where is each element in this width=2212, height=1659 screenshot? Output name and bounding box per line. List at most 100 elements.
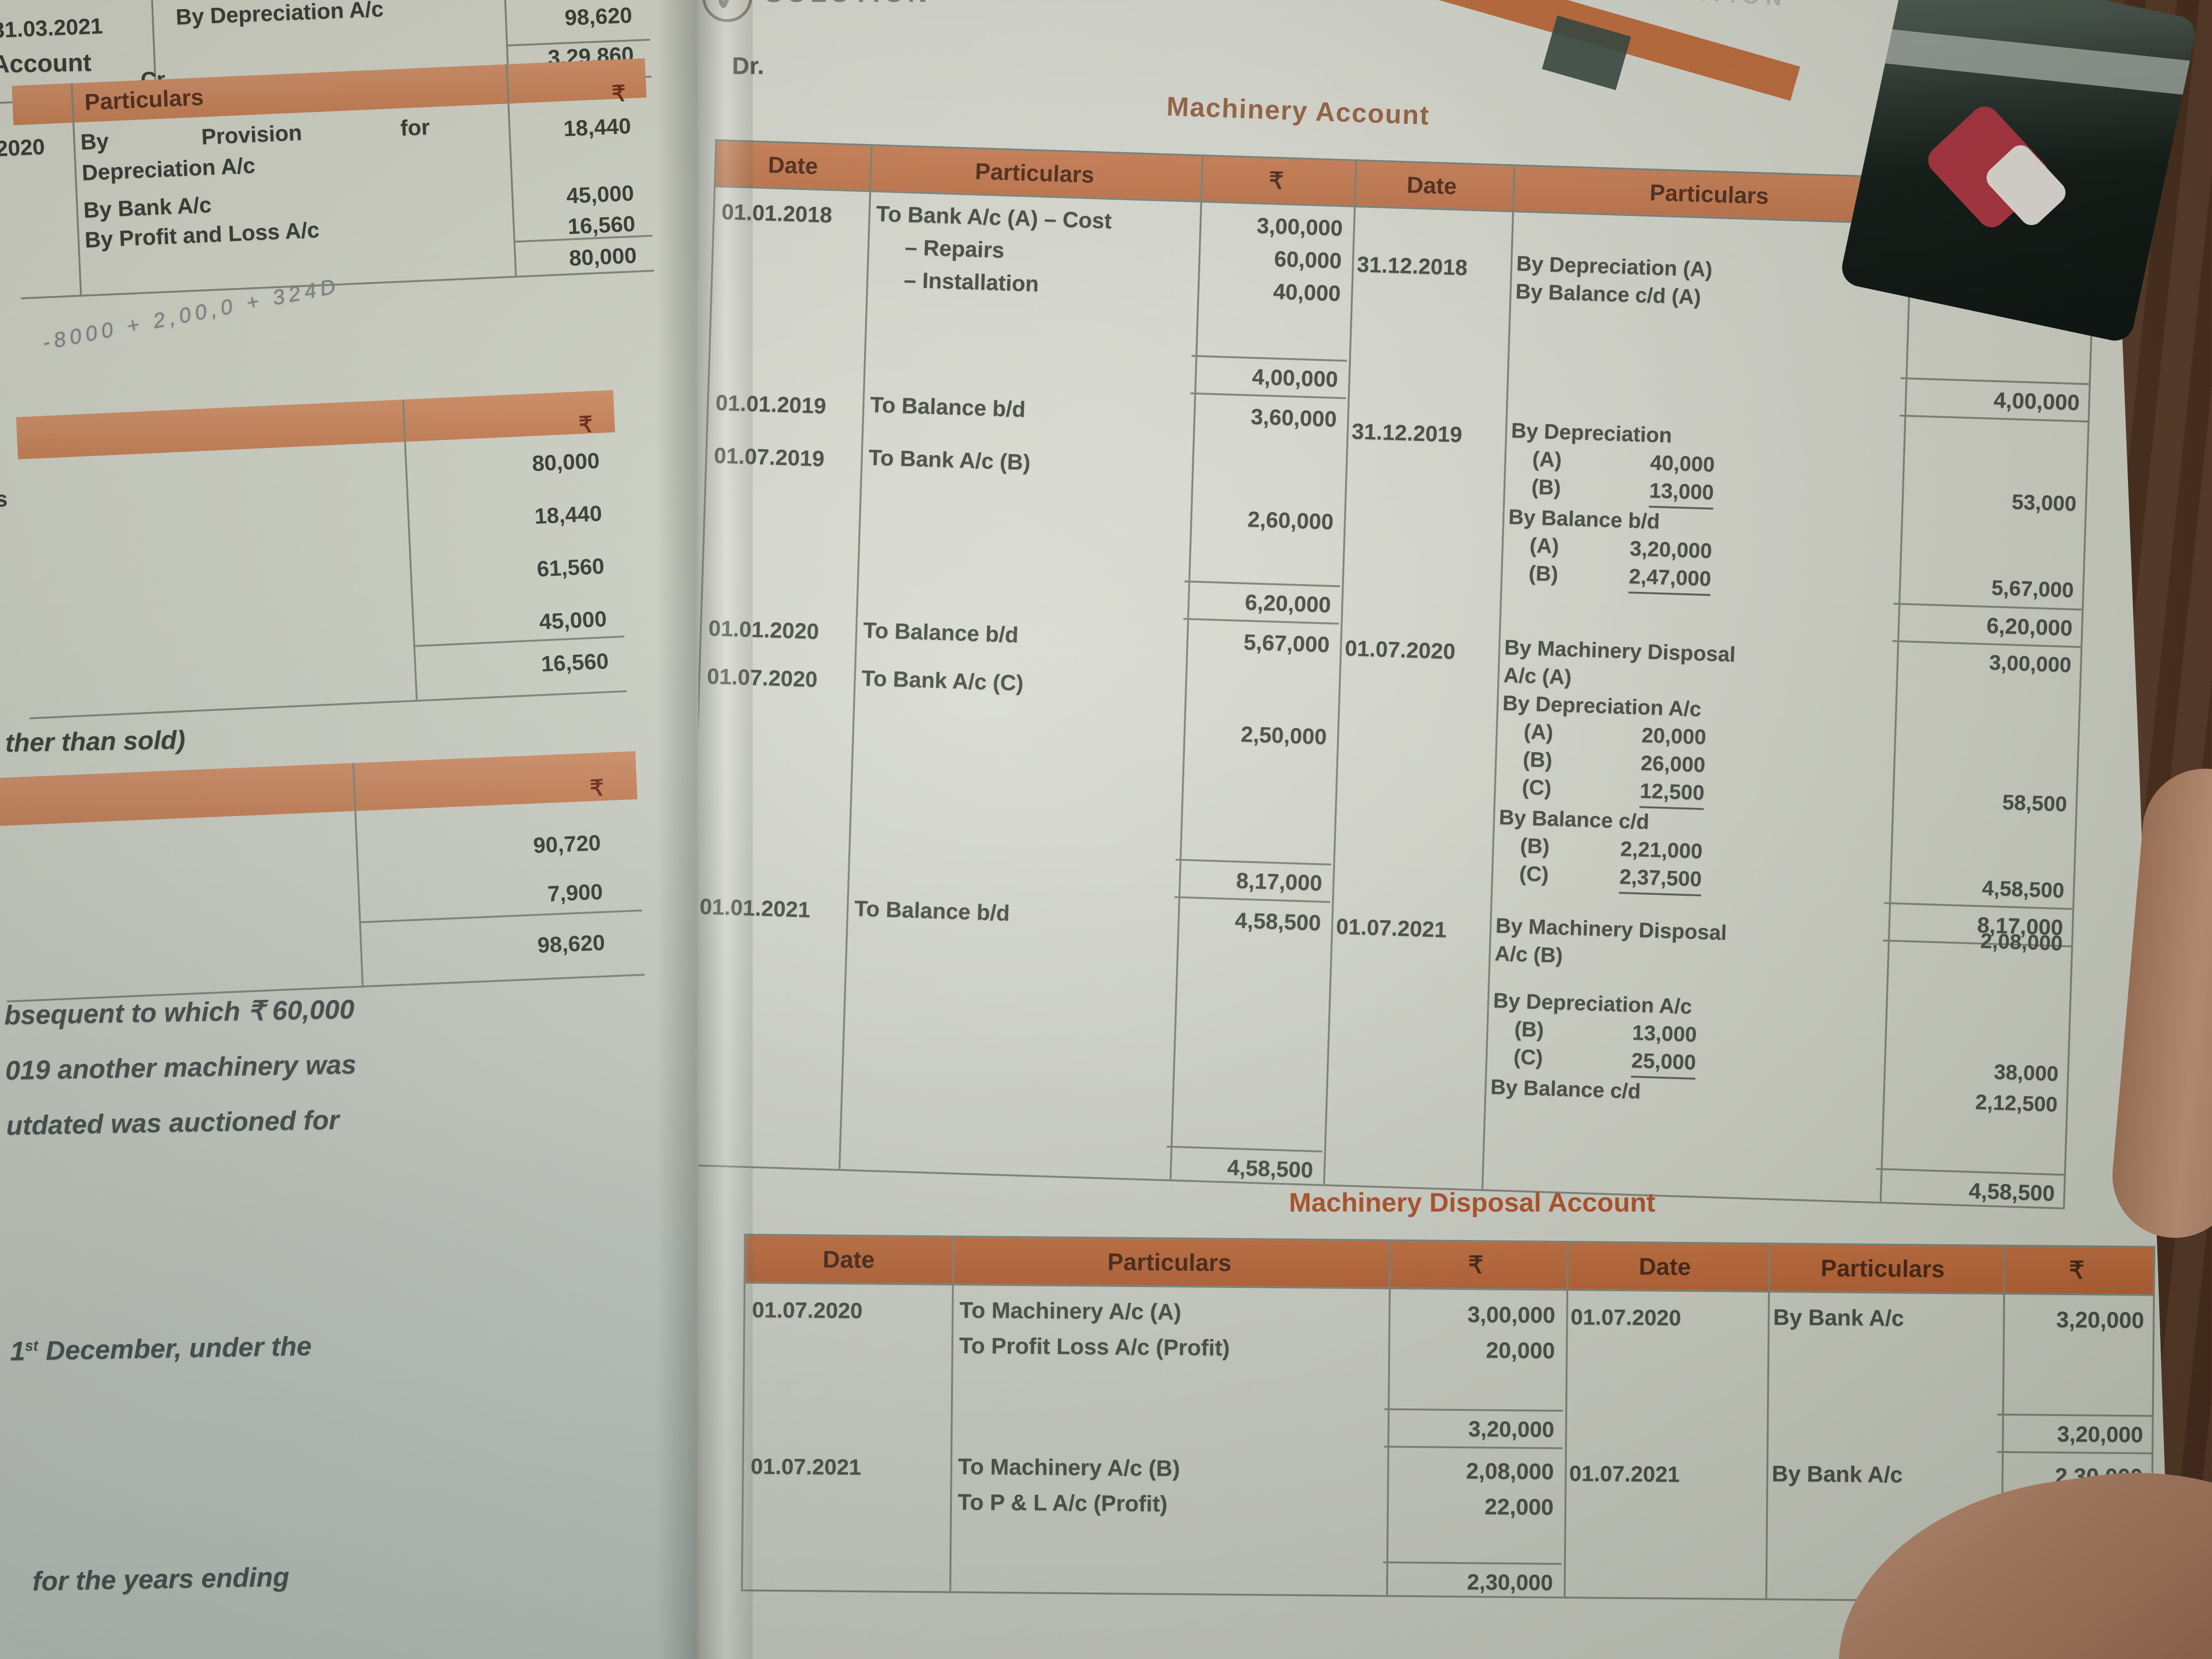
left-book-page: 31.03.2021 By Depreciation A/c 98,620 3,… (0, 0, 706, 1659)
ledger-entry: 01.01.2018 To Bank A/c (A) – Cost 3,00,00… (712, 192, 1352, 310)
particulars-line: Depreciation A/c (81, 152, 256, 185)
amount: 4,58,500 (1234, 907, 1322, 936)
particulars-word: Provision (201, 120, 303, 149)
amount: 2,50,000 (1240, 721, 1327, 749)
entry-date: 01.07.2021 (1569, 1461, 1680, 1487)
sub-tag: (C) (1513, 1045, 1543, 1070)
particulars-line: To Balance b/d (869, 392, 1026, 422)
table-line (359, 909, 642, 924)
paragraph-line: utdated was auctioned for (6, 1105, 340, 1141)
provision-table: Particulars ₹ .2020 By Provision for Dep… (0, 58, 654, 300)
sub-amount: 2,37,500 (1619, 863, 1702, 897)
header-date: Date (1406, 172, 1457, 200)
header-particulars: Particulars (974, 158, 1095, 188)
amount: 3,00,000 (1467, 1301, 1556, 1328)
ledger-entry: 01.07.2019 To Bank A/c (B) 2,60,000 (705, 436, 1344, 539)
amounts-table: ₹ 80,000 18,440 61,560 45,000 16,560 (16, 390, 627, 720)
header-date: Date (1638, 1253, 1691, 1281)
sub-amount: 2,47,000 (1628, 563, 1712, 596)
amount: 7,900 (547, 879, 603, 906)
paragraph-line: for the years ending (32, 1561, 290, 1597)
sub-tag: (C) (1519, 862, 1549, 887)
left-page-content: 31.03.2021 By Depreciation A/c 98,620 3,… (0, 0, 721, 1659)
amount: 3,00,000 (1256, 213, 1343, 241)
sub-tag: (B) (1520, 834, 1550, 859)
total-amount: 98,620 (537, 929, 606, 958)
header-rupee: ₹ (1268, 168, 1284, 194)
amount: 4,58,500 (1982, 876, 2065, 903)
header-particulars: Particulars (84, 84, 204, 116)
amount: 18,440 (534, 500, 603, 529)
total-amount: 6,20,000 (1183, 580, 1340, 625)
amount: 38,000 (1993, 1060, 2059, 1086)
particulars-word: for (399, 114, 431, 141)
sub-tag: (C) (1521, 775, 1552, 800)
amount: 40,000 (1273, 278, 1341, 306)
total-amount: 80,000 (568, 242, 637, 271)
account-heading: Account (0, 48, 92, 79)
entry-date: 01.07.2021 (750, 1454, 862, 1480)
amount: 60,000 (1274, 246, 1342, 274)
cut-word-fragment: s (0, 486, 8, 512)
paragraph-line: 019 another machinery was (5, 1049, 357, 1086)
sub-amount: 20,000 (1641, 723, 1707, 749)
particulars-line: By Bank A/c (83, 192, 212, 223)
total-amount: 4,00,000 (1190, 355, 1347, 399)
total-amount: 2,30,000 (1382, 1561, 1562, 1600)
amount: 45,000 (565, 180, 635, 208)
ledger-entry: 01.07.2020 To Machinery A/c (A) 3,00,000 … (745, 1290, 1564, 1369)
header-particulars: Particulars (1649, 180, 1769, 209)
total-amount: 8,17,000 (1175, 858, 1332, 903)
credit-side: 31.12.2019 By Depreciation (A) 40,000 (B)… (1339, 399, 2088, 648)
rupee-symbol: ₹ (578, 411, 593, 437)
machinery-account-table: Date Particulars ₹ Date Particulars ₹ 01… (698, 139, 2097, 1212)
particulars-line: By Bank A/c (1773, 1304, 1904, 1331)
amount: 18,440 (563, 113, 632, 141)
auction-table: ₹ 90,720 7,900 98,620 (0, 751, 645, 1003)
ledger-entry: 01.07.2020 By Machinery Disposal 3,00,000… (1331, 628, 2080, 908)
ledger-section: 01.01.2020 To Balance b/d 5,67,000 01.07.… (698, 605, 2080, 948)
header-rupee: ₹ (1468, 1251, 1484, 1279)
total-amount: 4,58,500 (1166, 1145, 1322, 1188)
ordinal-suffix: st (24, 1337, 38, 1354)
sub-tag: (B) (1522, 747, 1553, 772)
rupee-symbol: ₹ (589, 775, 605, 801)
particulars-line: To Balance b/d (854, 895, 1010, 926)
december-rest: December, under the (38, 1331, 312, 1366)
particulars-line: To Profit Loss A/c (Profit) (959, 1332, 1230, 1360)
amount: 3,60,000 (1250, 404, 1337, 432)
debit-side: 01.01.2019 To Balance b/d 3,60,000 01.07.… (703, 379, 1346, 625)
particulars-line: To Balance b/d (863, 617, 1019, 648)
sub-tag: (A) (1532, 447, 1563, 472)
particulars-line: By Bank A/c (1771, 1460, 1903, 1488)
machinery-account-title: Machinery Account (1166, 91, 1431, 131)
ledger-date: 31.03.2021 (0, 13, 104, 43)
header-particulars: Particulars (1107, 1248, 1232, 1276)
ledger-entry: 01.07.2020 By Bank A/c 3,20,000 (1564, 1298, 2153, 1338)
particulars-line: To Bank A/c (C) (861, 665, 1024, 696)
debit-side: 01.07.2020 To Machinery A/c (A) 3,00,000 … (744, 1284, 1564, 1449)
amount: 3,20,000 (2056, 1306, 2144, 1333)
amount: 16,560 (567, 211, 636, 239)
amount: 2,08,000 (1466, 1458, 1554, 1484)
ledger-entry: 01.07.2020 To Bank A/c (C) 2,50,000 (698, 657, 1337, 754)
amount: 2,12,500 (1975, 1090, 2058, 1117)
paragraph-line: bsequent to which ₹ 60,000 (4, 994, 355, 1031)
ledger-entry: 01.07.2021 To Machinery A/c (B) 2,08,000 … (744, 1447, 1563, 1525)
sub-tag: (B) (1528, 561, 1559, 586)
desk-object (1839, 0, 2199, 344)
entry-date: 01.07.2020 (752, 1297, 863, 1323)
total-amount: 4,58,500 (1875, 1168, 2064, 1212)
particulars-line: To Machinery A/c (B) (958, 1453, 1180, 1481)
rupee-symbol: ₹ (611, 81, 626, 107)
total-amount: 6,20,000 (1892, 602, 2082, 648)
particulars-line: By Depreciation A/c (175, 0, 384, 30)
table-line (29, 690, 627, 720)
entry-date: 01.07.2021 (1335, 914, 1447, 942)
ledger-date: .2020 (0, 134, 46, 162)
ledger-entry: 01.07.2021 By Machinery Disposal 2,08,000… (1324, 907, 2071, 1119)
particulars-line: To Machinery A/c (A) (959, 1297, 1182, 1324)
particulars-line: By Profit and Loss A/c (84, 217, 320, 252)
entry-date: 31.12.2019 (1351, 418, 1463, 447)
sub-amount: 12,500 (1639, 777, 1705, 810)
